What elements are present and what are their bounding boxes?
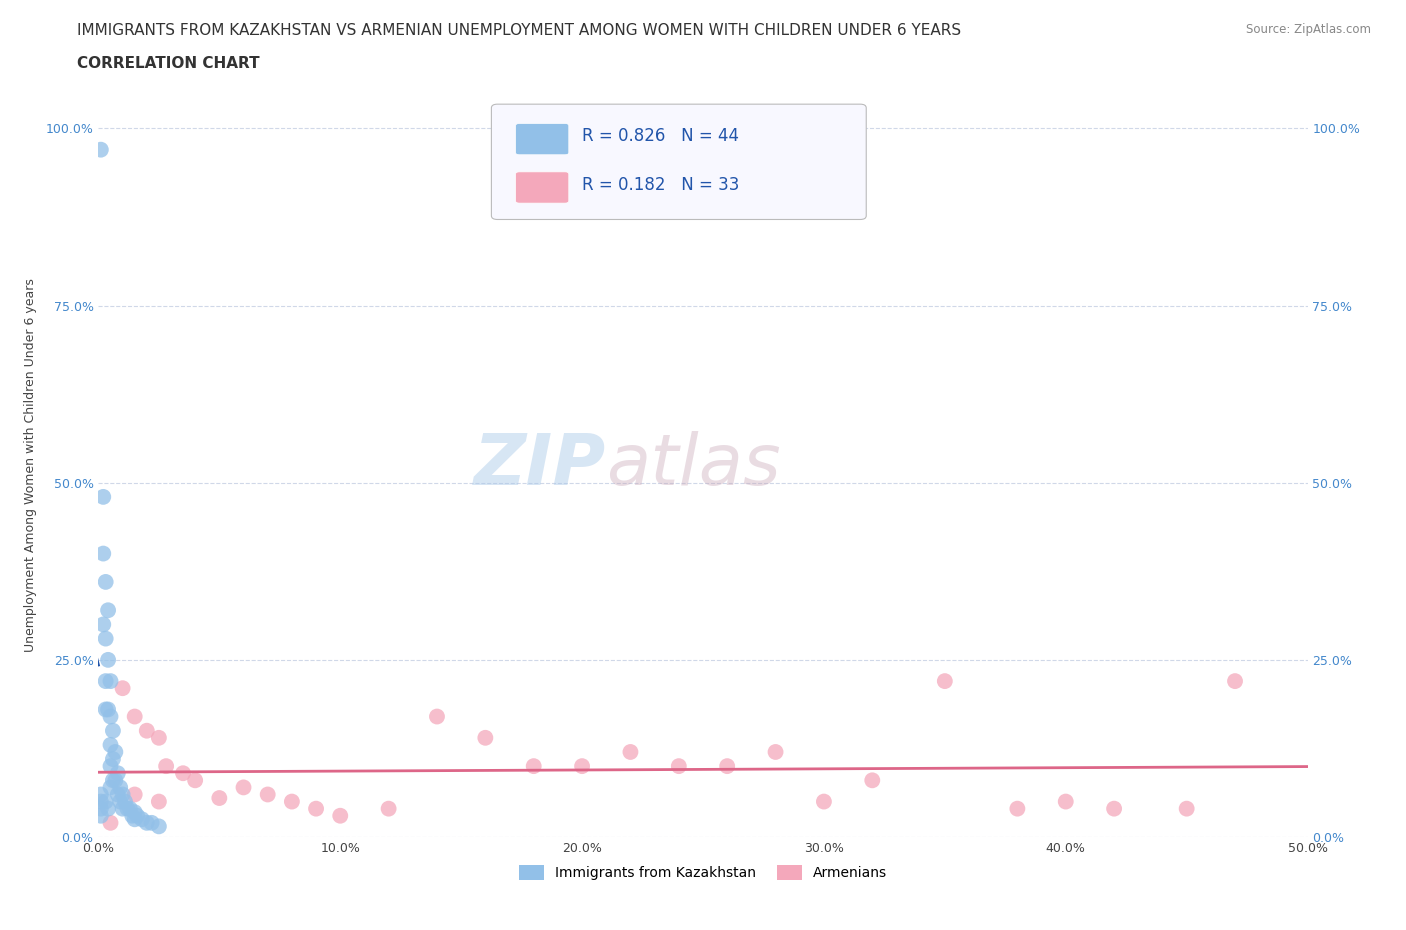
Point: [155, 759, 177, 774]
Point: [101, 751, 124, 766]
Point: [124, 812, 146, 827]
Point: [208, 790, 231, 805]
Point: [934, 673, 956, 688]
Text: R = 0.826   N = 44: R = 0.826 N = 44: [582, 127, 740, 145]
Text: atlas: atlas: [606, 431, 780, 499]
Point: [281, 794, 304, 809]
Point: [94, 673, 117, 688]
Point: [668, 759, 690, 774]
Point: [141, 816, 163, 830]
Point: [90, 787, 112, 802]
Point: [111, 681, 134, 696]
Point: [305, 802, 328, 817]
Point: [426, 709, 449, 724]
Point: [765, 745, 787, 760]
Point: [100, 816, 122, 830]
Point: [100, 759, 122, 774]
Point: [121, 808, 143, 823]
Point: [90, 802, 112, 817]
Point: [91, 489, 114, 504]
Point: [94, 794, 117, 809]
FancyBboxPatch shape: [492, 104, 866, 219]
Point: [94, 631, 117, 646]
Point: [148, 794, 170, 809]
Point: [135, 816, 157, 830]
Point: [104, 773, 127, 788]
Point: [107, 765, 129, 780]
Point: [114, 794, 136, 809]
Point: [101, 724, 124, 738]
Point: [124, 787, 146, 802]
Point: [107, 787, 129, 802]
Text: ZIP: ZIP: [474, 431, 606, 499]
Point: [100, 780, 122, 795]
Text: R = 0.182   N = 33: R = 0.182 N = 33: [582, 176, 740, 193]
Point: [94, 702, 117, 717]
Point: [100, 673, 122, 688]
Point: [1175, 802, 1198, 817]
Text: IMMIGRANTS FROM KAZAKHSTAN VS ARMENIAN UNEMPLOYMENT AMONG WOMEN WITH CHILDREN UN: IMMIGRANTS FROM KAZAKHSTAN VS ARMENIAN U…: [77, 23, 962, 38]
Point: [94, 575, 117, 590]
Point: [619, 745, 641, 760]
Point: [523, 759, 546, 774]
Point: [716, 759, 738, 774]
Point: [172, 765, 194, 780]
Point: [1007, 802, 1029, 817]
Point: [108, 780, 131, 795]
Text: CORRELATION CHART: CORRELATION CHART: [77, 56, 260, 71]
FancyBboxPatch shape: [516, 172, 569, 203]
Point: [127, 808, 149, 823]
Point: [1102, 802, 1125, 817]
Point: [97, 603, 120, 618]
Point: [117, 802, 139, 817]
Point: [108, 794, 131, 809]
Point: [91, 546, 114, 561]
Point: [135, 724, 157, 738]
Point: [813, 794, 835, 809]
Y-axis label: Unemployment Among Women with Children Under 6 years: Unemployment Among Women with Children U…: [24, 278, 38, 652]
Point: [118, 802, 141, 817]
Point: [377, 802, 399, 817]
Point: [232, 780, 254, 795]
Point: [97, 653, 120, 668]
Point: [90, 142, 112, 157]
Point: [111, 802, 134, 817]
FancyBboxPatch shape: [516, 124, 569, 154]
Point: [90, 794, 112, 809]
Point: [100, 737, 122, 752]
Point: [124, 709, 146, 724]
Point: [184, 773, 207, 788]
Point: [97, 702, 120, 717]
Point: [474, 730, 496, 745]
Point: [1223, 673, 1246, 688]
Point: [97, 802, 120, 817]
Point: [101, 773, 124, 788]
Point: [860, 773, 883, 788]
Point: [131, 812, 153, 827]
Point: [111, 787, 134, 802]
Point: [90, 808, 112, 823]
Point: [1054, 794, 1077, 809]
Legend: Immigrants from Kazakhstan, Armenians: Immigrants from Kazakhstan, Armenians: [513, 860, 893, 886]
Point: [148, 730, 170, 745]
Point: [256, 787, 278, 802]
Point: [329, 808, 352, 823]
Text: Source: ZipAtlas.com: Source: ZipAtlas.com: [1246, 23, 1371, 36]
Point: [148, 819, 170, 834]
Point: [91, 617, 114, 631]
Point: [100, 709, 122, 724]
Point: [124, 804, 146, 819]
Point: [571, 759, 593, 774]
Point: [104, 745, 127, 760]
